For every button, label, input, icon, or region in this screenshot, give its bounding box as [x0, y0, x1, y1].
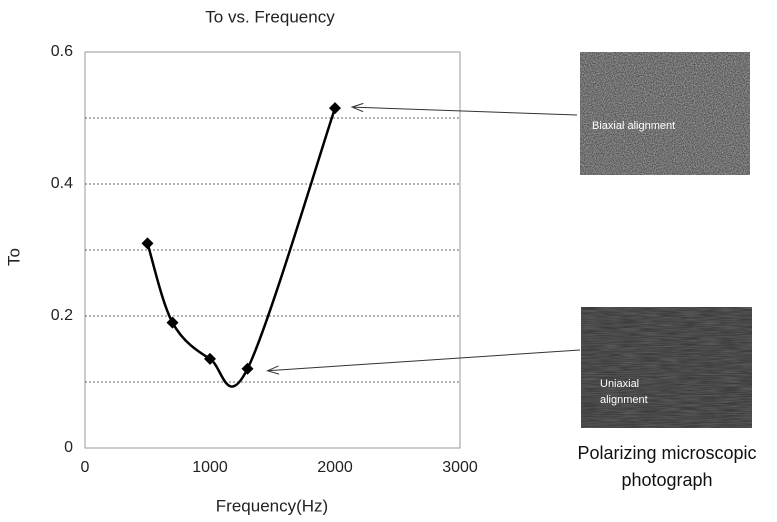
annotation-text: Biaxial alignment	[592, 120, 676, 132]
caption: Polarizing microscopic photograph	[577, 443, 757, 490]
data-point	[204, 352, 216, 365]
data-point	[141, 237, 154, 250]
data-point	[241, 362, 254, 375]
x-axis-label: Frequency(Hz)	[216, 496, 328, 515]
photo-texture	[580, 52, 750, 175]
annotation-arrow	[350, 102, 578, 116]
y-tick-label: 0	[64, 439, 73, 456]
data-point	[329, 102, 341, 115]
x-tick-label: 1000	[192, 459, 228, 476]
y-tick-label: 0.4	[51, 175, 73, 192]
data-line	[146, 107, 337, 388]
annotation-arrow	[266, 349, 581, 375]
annotation-text: Uniaxial alignment	[600, 378, 648, 406]
x-tick-label: 0	[81, 459, 90, 476]
y-tick-label: 0.2	[51, 307, 73, 324]
y-tick-label: 0.6	[51, 43, 73, 60]
data-point	[166, 316, 179, 329]
chart-title: To vs. Frequency	[205, 7, 335, 26]
x-tick-label: 3000	[442, 459, 478, 476]
x-tick-label: 2000	[317, 459, 353, 476]
photo-texture	[581, 307, 752, 428]
y-axis-label: To	[4, 248, 23, 266]
